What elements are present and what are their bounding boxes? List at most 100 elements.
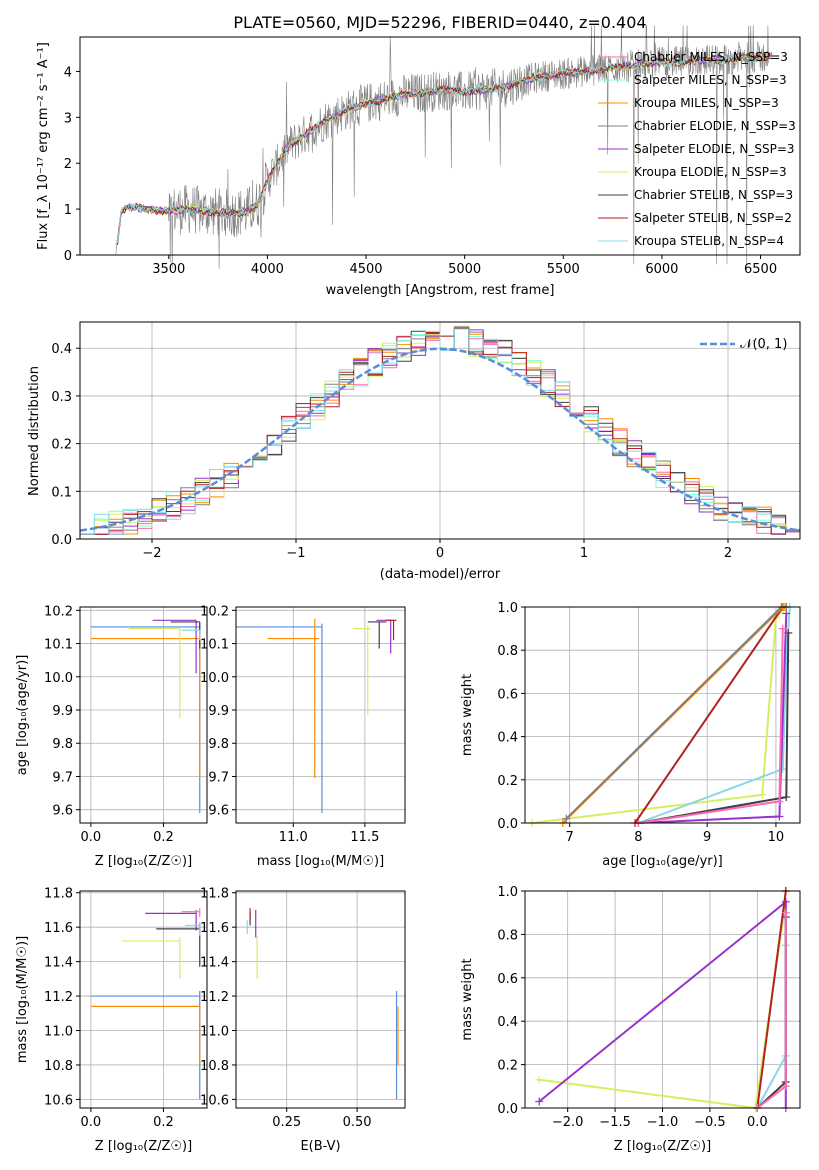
error-bar-point (236, 623, 323, 814)
age-vs-mass-panel: 11.0 11.5 9.6 9.7 9.8 9.9 10.0 10.1 10.2 mass [lo… (200, 604, 406, 869)
xtick-label: 0.25 (272, 1115, 301, 1130)
spectrum-xtick-label: 6000 (645, 262, 678, 277)
error-bar-point (90, 1005, 201, 1065)
xtick-label: 0.0 (81, 1115, 102, 1130)
ytick-label: 10.1 (44, 638, 73, 653)
spectrum-legend: Chabrier MILES, N_SSP=3 Salpeter MILES, N… (598, 50, 796, 248)
residual-histogram-panel: −2 −1 0 1 2 0.0 0.1 0.2 0.3 0.4 𝒩(0, 1) (data-mod… (27, 321, 801, 582)
axis-ylabel: mass weight (460, 958, 475, 1040)
xtick-label: 0.50 (343, 1115, 372, 1130)
ytick-label: 11.2 (44, 990, 73, 1005)
error-bar-point (267, 618, 320, 779)
legend-normal-label: 𝒩(0, 1) (740, 337, 787, 352)
xtick-label: 0.2 (153, 1115, 174, 1130)
ytick-label: 10.8 (200, 1059, 229, 1074)
ytick-label: 11.8 (44, 887, 73, 902)
xtick-label: −0.5 (694, 1115, 726, 1130)
xtick-label: 9 (703, 830, 711, 845)
mass-weight-line (756, 890, 787, 1109)
legend-entry-label: Kroupa MILES, N_SSP=3 (634, 96, 779, 110)
ytick-label: 0.4 (497, 731, 518, 746)
legend-entry-label: Salpeter STELIB, N_SSP=2 (634, 211, 792, 225)
ytick-label: 0.2 (497, 1059, 518, 1074)
histogram-ytick-label: 0.3 (51, 390, 72, 405)
histogram-ytick-label: 0.1 (51, 485, 72, 500)
spectrum-ylabel: Flux [f_λ 10⁻¹⁷ erg cm⁻² s⁻¹ A⁻¹] (36, 42, 51, 250)
axis-ylabel: mass weight (460, 674, 475, 756)
ytick-label: 11.0 (44, 1025, 73, 1040)
axis-xlabel: Z [log₁₀(Z/Z☉)] (614, 1139, 711, 1154)
ytick-label: 9.7 (52, 770, 73, 785)
legend-entry-label: Kroupa ELODIE, N_SSP=3 (634, 165, 787, 179)
ytick-label: 0.6 (497, 687, 518, 702)
xtick-label: 0.0 (81, 830, 102, 845)
spectrum-xtick-label: 4000 (251, 262, 284, 277)
ytick-label: 10.6 (44, 1093, 73, 1108)
histogram-legend: 𝒩(0, 1) (700, 337, 787, 352)
error-bar-point (181, 908, 201, 917)
ytick-label: 11.2 (200, 990, 229, 1005)
error-bar-point (181, 629, 201, 641)
mass-vs-metallicity-panel: 0.0 0.2 10.6 10.8 11.0 11.2 11.4 11.6 11.8 Z [log… (15, 887, 208, 1154)
mass-weight-line (638, 613, 788, 824)
mass-weight-line (756, 945, 787, 1109)
ytick-label: 11.4 (200, 956, 229, 971)
age-vs-metallicity-panel: 0.0 0.2 9.6 9.7 9.8 9.9 10.0 10.1 10.2 Z [log₁₀(Z… (15, 604, 208, 869)
ytick-label: 1.0 (497, 601, 518, 616)
ytick-label: 11.0 (200, 1025, 229, 1040)
axis-ylabel: mass [log₁₀(M/M☉)] (15, 936, 30, 1063)
model-spectrum-line (117, 52, 773, 244)
legend-entry-label: Chabrier STELIB, N_SSP=3 (634, 188, 793, 202)
ytick-label: 10.2 (200, 604, 229, 619)
spectrum-xtick-label: 5500 (547, 262, 580, 277)
ytick-label: 0.4 (497, 1015, 518, 1030)
ytick-label: 0.0 (497, 1102, 518, 1117)
ytick-label: 11.6 (200, 921, 229, 936)
ytick-label: 10.0 (200, 671, 229, 686)
legend-entry-label: Salpeter ELODIE, N_SSP=3 (634, 142, 795, 156)
spectrum-xtick-label: 6500 (744, 262, 777, 277)
histogram-xlabel: (data-model)/error (380, 567, 501, 582)
ytick-label: 11.4 (44, 956, 73, 971)
histogram-xtick-label: 0 (436, 546, 444, 561)
ytick-label: 10.6 (200, 1093, 229, 1108)
histogram-ytick-label: 0.2 (51, 438, 72, 453)
error-bar-point (90, 990, 201, 1100)
xtick-label: 7 (566, 830, 574, 845)
ytick-label: 1.0 (497, 885, 518, 900)
ytick-label: 0.2 (497, 774, 518, 789)
ytick-label: 10.1 (200, 638, 229, 653)
legend-entry-label: Kroupa STELIB, N_SSP=4 (634, 234, 784, 248)
spectrum-xtick-label: 4500 (349, 262, 382, 277)
spectrum-ytick-label: 0 (64, 249, 72, 264)
axis-ylabel: age [log₁₀(age/yr)] (15, 655, 30, 776)
xtick-label: 11.5 (350, 830, 379, 845)
ytick-label: 0.0 (497, 817, 518, 832)
figure-title: PLATE=0560, MJD=52296, FIBERID=0440, z=0… (233, 13, 646, 32)
legend-entry-label: Salpeter MILES, N_SSP=3 (634, 73, 787, 87)
spectrum-xtick-label: 5000 (448, 262, 481, 277)
mass-weight-vs-metallicity-panel: −2.0 −1.5 −1.0 −0.5 0.0 0.0 0.2 0.4 0.6 0.8 1.0 Z [… (460, 885, 801, 1154)
error-bar-point (128, 627, 181, 719)
error-bar-point (353, 625, 371, 715)
histogram-ylabel: Normed distribution (27, 366, 42, 496)
error-bar-point (152, 619, 197, 674)
spectrum-xlabel: wavelength [Angstrom, rest frame] (326, 283, 555, 298)
mass-weight-vs-age-panel: 7 8 9 10 0.0 0.2 0.4 0.6 0.8 1.0 age [log₁₀(age/yr… (460, 601, 801, 869)
axis-xlabel: age [log₁₀(age/yr)] (602, 854, 723, 869)
error-bar-point (156, 923, 201, 967)
axis-xlabel: E(B-V) (300, 1139, 340, 1154)
ytick-label: 9.8 (208, 737, 229, 752)
mass-vs-extinction-panel: 0.25 0.50 10.6 10.8 11.0 11.2 11.4 11.6 11.8 E(B-… (200, 887, 406, 1154)
histogram-xtick-label: 1 (580, 546, 588, 561)
xtick-label: −1.5 (599, 1115, 631, 1130)
xtick-label: 0.2 (153, 830, 174, 845)
error-bar-point (367, 621, 387, 649)
ytick-label: 0.8 (497, 644, 518, 659)
xtick-label: −1.0 (647, 1115, 679, 1130)
ytick-label: 10.8 (44, 1059, 73, 1074)
ytick-label: 10.2 (44, 604, 73, 619)
ytick-label: 9.9 (52, 704, 73, 719)
histogram-ytick-label: 0.4 (51, 342, 72, 357)
ytick-label: 11.6 (44, 921, 73, 936)
